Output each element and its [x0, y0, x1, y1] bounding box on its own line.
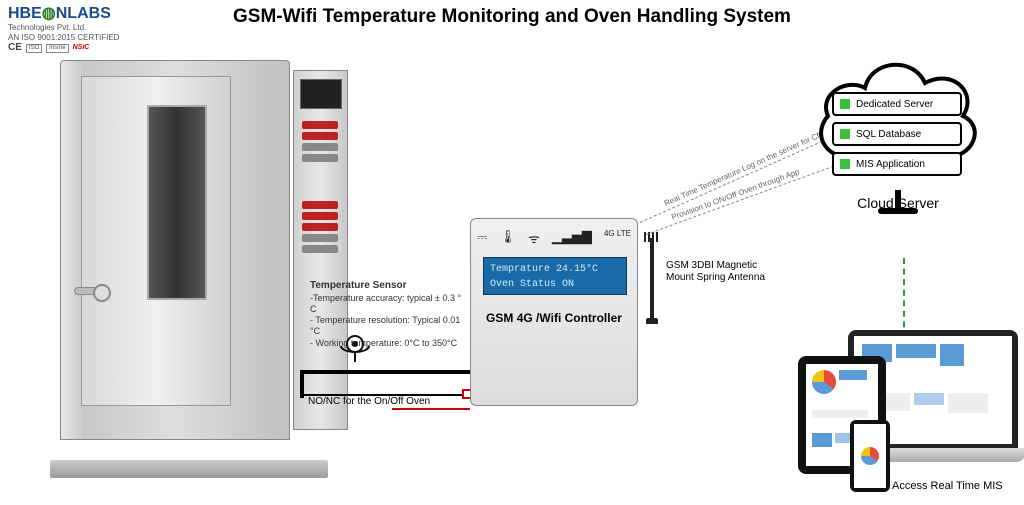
led-icon	[840, 159, 850, 169]
signal-icon: ▁▃▅▇	[552, 229, 592, 247]
oven-door	[81, 76, 231, 406]
oven-buttons-a	[302, 121, 342, 162]
lte-icon: 4G LTE	[604, 229, 631, 247]
lcd-line-2: Oven Status ON	[490, 277, 620, 292]
gsm-wifi-controller: ⎓ 🌡 ᯤ ▁▃▅▇ 4G LTE Temprature 24.15°C Ove…	[470, 218, 638, 406]
server-label-2: SQL Database	[856, 129, 921, 140]
temperature-sensor-specs: Temperature Sensor -Temperature accuracy…	[310, 280, 470, 349]
sensor-spec-3: - Working temperature: 0°C to 350°C	[310, 338, 470, 349]
network-icon: ⎓	[477, 229, 487, 247]
server-row-mis: MIS Application	[832, 152, 962, 176]
oven-buttons-b	[302, 201, 342, 253]
wire-red	[392, 408, 470, 410]
oven-body	[60, 60, 290, 440]
devices-label: Access Real Time MIS	[892, 480, 1003, 492]
led-icon	[840, 99, 850, 109]
sensor-spec-2: - Temperature resolution: Typical 0.01 °…	[310, 315, 470, 338]
cloud-server: Dedicated Server SQL Database MIS Applic…	[798, 38, 998, 258]
server-label-1: Dedicated Server	[856, 99, 933, 110]
wire-black-main	[300, 370, 470, 374]
wifi-icon: ᯤ	[528, 229, 540, 247]
sensor-spec-1: -Temperature accuracy: typical ± 0.3 ° C	[310, 293, 470, 316]
gsm-antenna-icon	[650, 238, 654, 318]
oven-panel-screen	[300, 79, 342, 109]
brand-sub2: AN ISO 9001:2015 CERTIFIED	[8, 33, 119, 43]
no-nc-label: NO/NC for the On/Off Oven	[308, 396, 430, 407]
led-icon	[840, 129, 850, 139]
oven-handle	[74, 287, 108, 295]
sensor-title: Temperature Sensor	[310, 280, 470, 293]
controller-lcd: Temprature 24.15°C Oven Status ON	[483, 257, 627, 295]
controller-status-icons: ⎓ 🌡 ᯤ ▁▃▅▇ 4G LTE	[471, 229, 637, 247]
nsic-badge: NSIC	[73, 44, 90, 52]
oven-window	[147, 105, 207, 300]
controller-title: GSM 4G /Wifi Controller	[471, 311, 637, 325]
ce-mark: CE	[8, 42, 22, 54]
server-label-3: MIS Application	[856, 159, 925, 170]
diagram-title: GSM-Wifi Temperature Monitoring and Oven…	[0, 6, 1024, 28]
server-row-dedicated: Dedicated Server	[832, 92, 962, 116]
link-cloud-to-devices	[903, 258, 905, 338]
cloud-stand-icon	[878, 190, 918, 218]
industrial-oven	[60, 60, 320, 460]
msme-badge: msme	[46, 44, 68, 53]
phone-dashboard	[854, 424, 886, 488]
server-row-sql: SQL Database	[832, 122, 962, 146]
phone-icon	[850, 420, 890, 492]
lcd-line-1: Temprature 24.15°C	[490, 262, 620, 277]
antenna-label: GSM 3DBI Magnetic Mount Spring Antenna	[666, 260, 776, 284]
oven-base	[50, 460, 328, 478]
iso-badge: ISO	[26, 44, 42, 53]
sensor-icon	[335, 332, 375, 366]
thermometer-icon: 🌡	[499, 229, 516, 247]
client-devices	[788, 330, 1018, 500]
